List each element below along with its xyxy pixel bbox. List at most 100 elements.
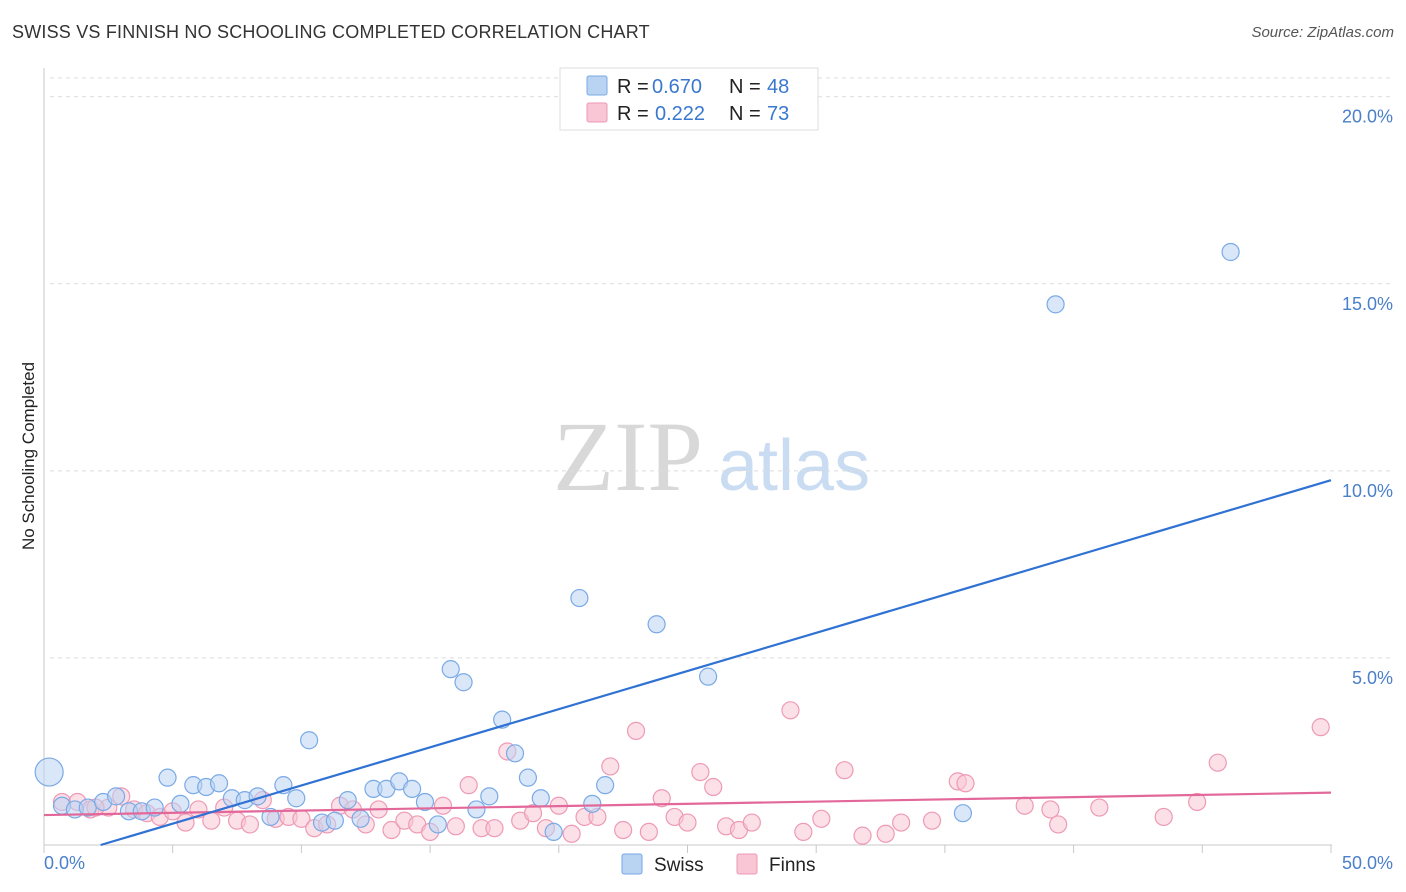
swiss-point [158, 768, 177, 787]
swiss-series [34, 242, 1240, 842]
source-label: Source: ZipAtlas.com [1251, 24, 1394, 41]
swiss-point [531, 789, 550, 808]
finns-point [1188, 792, 1207, 812]
series-legend: Swiss Finns [621, 853, 815, 876]
y-tick-label: 20.0% [1342, 107, 1393, 127]
x-tick-label-min: 0.0% [44, 853, 85, 873]
swiss-point [698, 667, 718, 686]
finns-point [1311, 718, 1330, 737]
finns-point [876, 824, 895, 843]
swiss-point [145, 798, 164, 817]
swiss-point [338, 791, 357, 810]
finns-point [1049, 815, 1068, 834]
bottom-legend-label-swiss: Swiss [654, 855, 704, 876]
chart-title: SWISS VS FINNISH NO SCHOOLING COMPLETED … [12, 22, 650, 42]
finns-point [1154, 807, 1173, 827]
finns-point [1208, 753, 1227, 772]
swiss-point [287, 789, 306, 808]
finns-point [678, 813, 697, 832]
finns-point [742, 813, 761, 832]
swiss-point [505, 744, 525, 763]
trend-lines [43, 479, 1332, 847]
swiss-point [351, 809, 370, 828]
legend-swatch-swiss [586, 75, 608, 96]
swiss-point [428, 815, 447, 834]
bottom-legend-swatch-swiss [621, 853, 643, 875]
swiss-point [596, 776, 615, 795]
swiss-point [261, 807, 280, 827]
swiss-point [402, 779, 422, 798]
finns-point [601, 757, 620, 776]
swiss-point [171, 794, 190, 813]
x-axis-tick-marks [43, 845, 1332, 853]
swiss-point [325, 811, 344, 830]
finns-point [1015, 796, 1034, 815]
finns-point [691, 762, 710, 782]
watermark-atlas: atlas [718, 426, 870, 506]
swiss-point [570, 588, 589, 608]
finns-trend-line [43, 791, 1332, 817]
finns-point [704, 777, 723, 797]
swiss-point [34, 757, 64, 787]
swiss-point [209, 774, 229, 793]
y-tick-label: 5.0% [1352, 668, 1393, 688]
finns-point [956, 774, 975, 793]
finns-point [639, 822, 658, 842]
swiss-point [953, 804, 973, 823]
swiss-point [544, 822, 563, 842]
swiss-point [480, 787, 499, 806]
x-tick-label-max: 50.0% [1342, 853, 1393, 873]
finns-point [1041, 800, 1060, 819]
swiss-point [583, 794, 602, 813]
bottom-legend-label-finns: Finns [769, 855, 815, 876]
bottom-legend-swatch-finns [736, 853, 758, 875]
swiss-point [518, 768, 538, 787]
finns-point [240, 815, 260, 834]
finns-point [523, 804, 543, 823]
legend-n-value-swiss: 48 [767, 76, 789, 98]
legend-swatch-finns [586, 102, 608, 123]
correlation-legend: R = 0.670 N = 48 R = 0.222 N = 73 [559, 67, 819, 131]
finns-point [382, 820, 401, 840]
finns-point [459, 776, 478, 795]
y-tick-label: 10.0% [1342, 481, 1393, 501]
swiss-point [647, 615, 666, 634]
swiss-point [467, 800, 486, 819]
finns-point [485, 819, 504, 838]
watermark-zip: ZIP [553, 401, 703, 512]
finns-point [853, 826, 872, 845]
swiss-point [1221, 242, 1240, 262]
finns-point [892, 813, 911, 832]
finns-point [794, 822, 813, 842]
finns-point [433, 796, 453, 815]
swiss-trend-line [100, 479, 1332, 847]
legend-n-label-swiss: N = [729, 76, 761, 98]
swiss-point [1046, 295, 1065, 314]
finns-point [812, 809, 831, 828]
swiss-point [454, 673, 473, 692]
swiss-point [106, 787, 126, 806]
legend-r-value-finns: 0.222 [655, 103, 705, 125]
finns-point [835, 761, 854, 780]
finns-series [52, 701, 1330, 845]
legend-n-label-finns: N = [729, 103, 761, 125]
swiss-point [415, 792, 435, 812]
finns-point [626, 721, 646, 740]
finns-point [614, 820, 633, 840]
y-axis-ticks: 5.0% 10.0% 15.0% 20.0% [1342, 107, 1393, 688]
legend-n-value-finns: 73 [767, 103, 789, 125]
finns-point [922, 811, 942, 830]
finns-point [446, 817, 465, 836]
y-tick-label: 15.0% [1342, 294, 1393, 314]
finns-point [781, 701, 800, 720]
swiss-point [300, 731, 319, 750]
legend-r-value-swiss: 0.670 [652, 76, 702, 98]
y-axis-title: No Schooling Completed [19, 362, 38, 550]
legend-r-label-finns: R = [617, 103, 649, 125]
swiss-point [441, 660, 460, 679]
watermark: ZIP atlas [553, 401, 870, 512]
grid-lines [50, 77, 1393, 659]
legend-r-label-swiss: R = [617, 76, 649, 98]
finns-point [1090, 798, 1109, 817]
